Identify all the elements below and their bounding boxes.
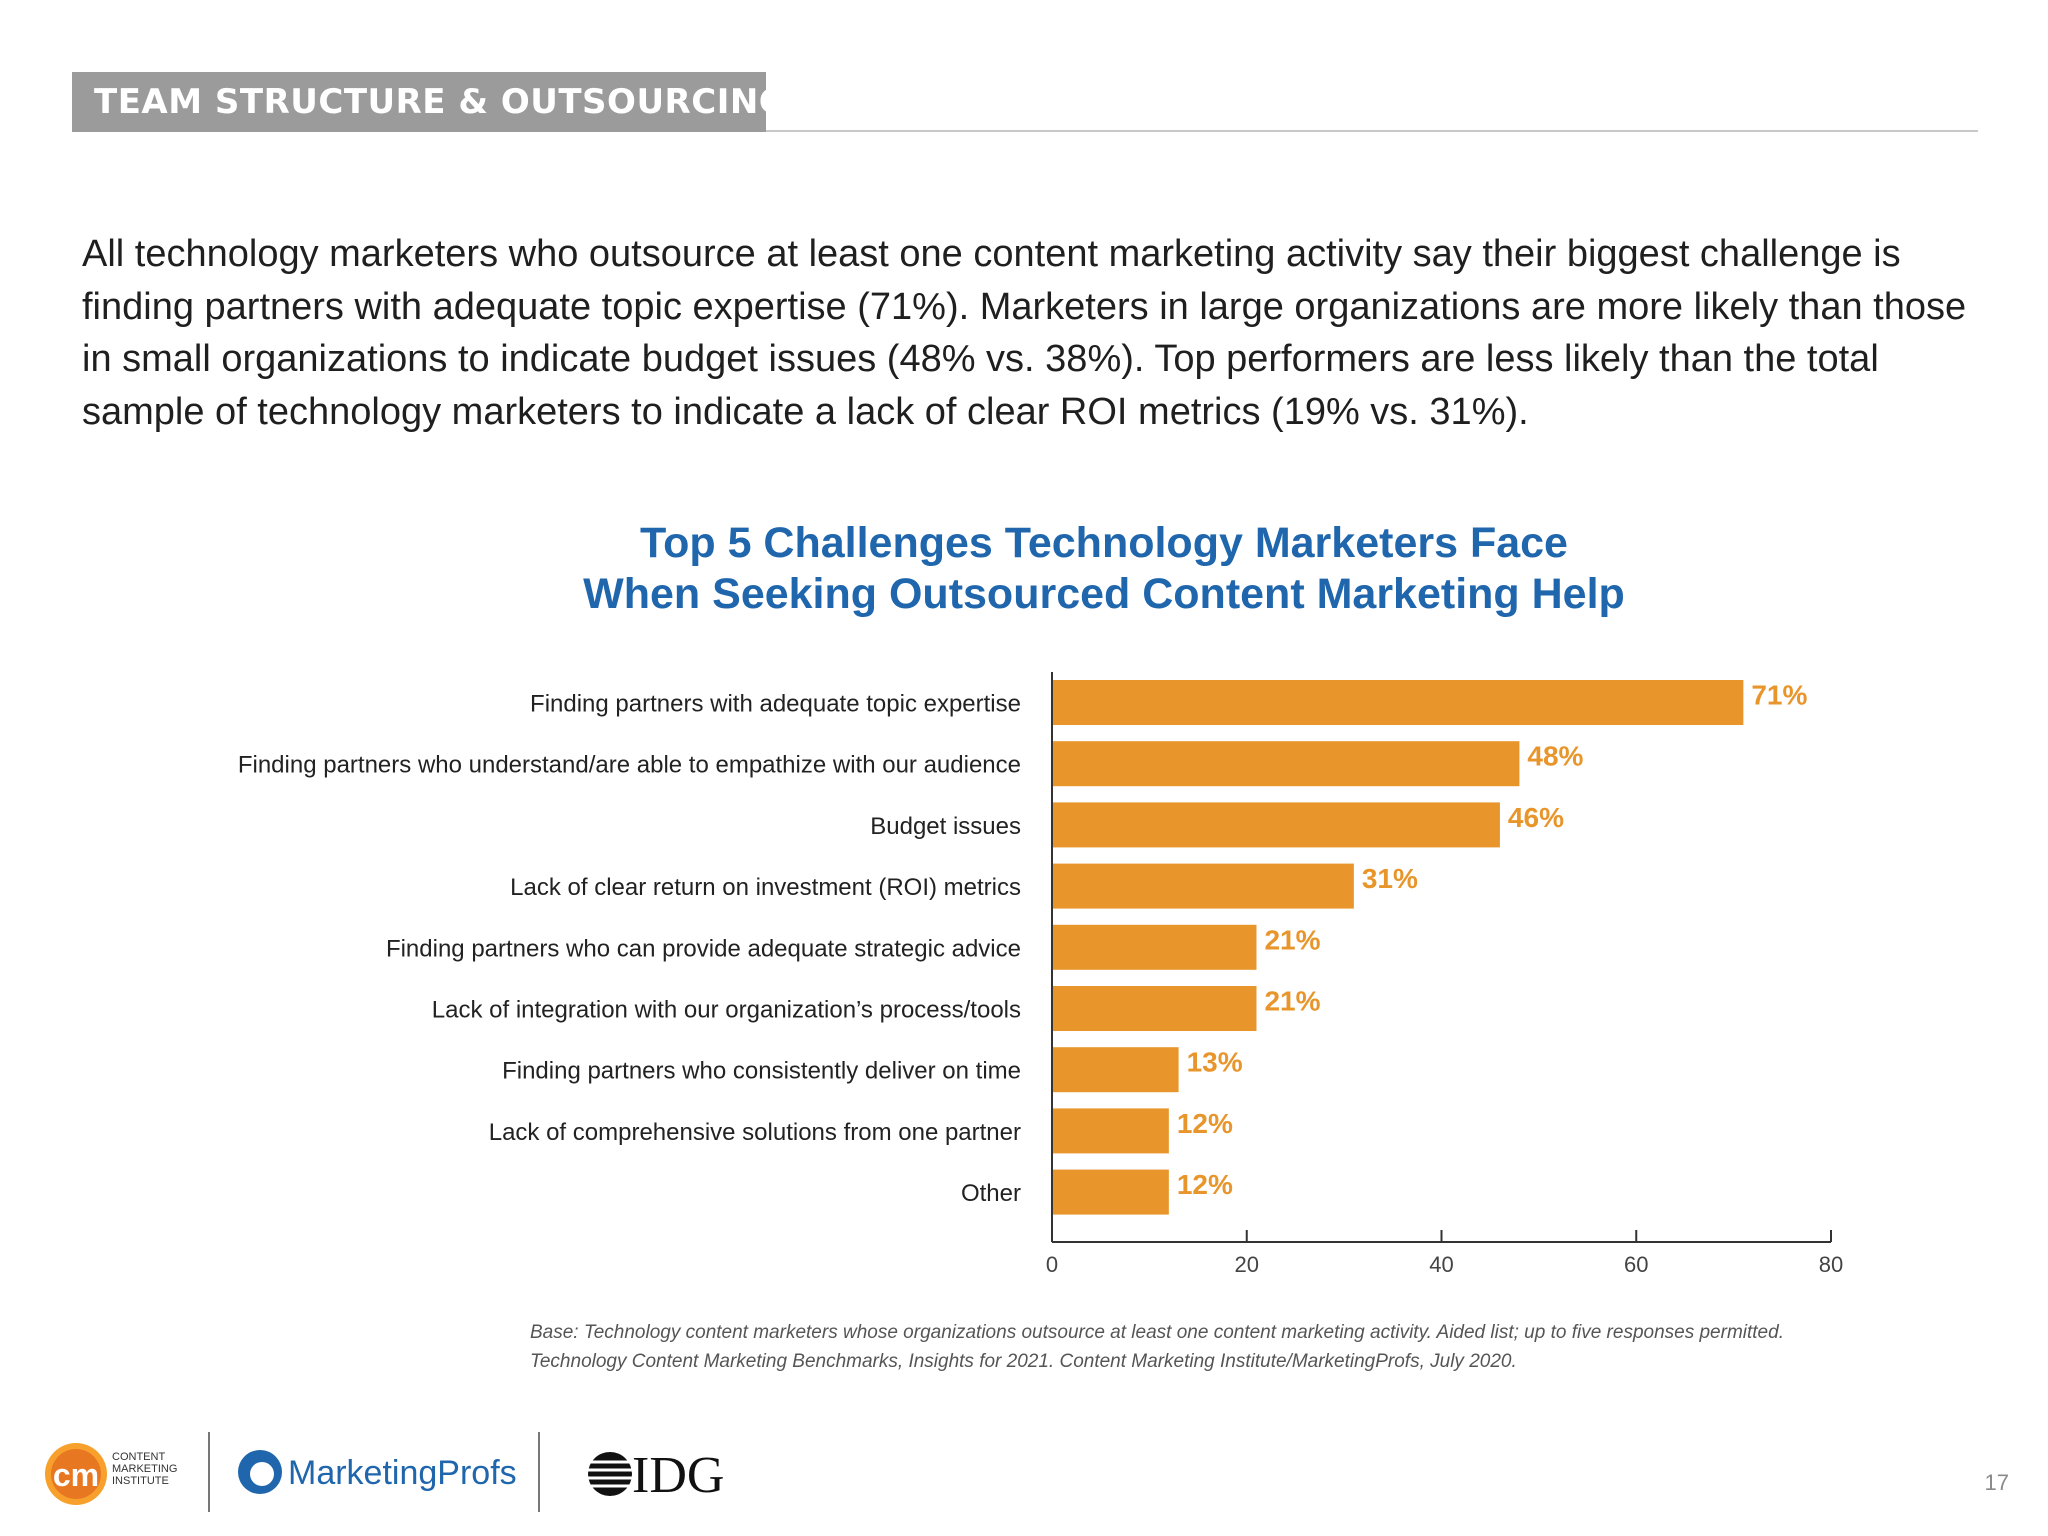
chart-footnote: Base: Technology content marketers whose… bbox=[530, 1318, 1784, 1376]
cmi-logo-word-2: MARKETING bbox=[112, 1463, 177, 1475]
x-tick-label: 0 bbox=[1046, 1252, 1058, 1277]
bar bbox=[1052, 924, 1257, 970]
category-label: Finding partners with adequate topic exp… bbox=[530, 691, 1021, 718]
bar bbox=[1052, 986, 1257, 1031]
cmi-logo-disc bbox=[51, 1449, 101, 1499]
category-label: Finding partners who can provide adequat… bbox=[386, 935, 1021, 962]
marketingprofs-mark-inner bbox=[250, 1462, 274, 1486]
data-label: 31% bbox=[1362, 863, 1418, 894]
chart-subtitle: When Seeking Outsourced Content Marketin… bbox=[583, 570, 1625, 618]
logo-separator bbox=[208, 1432, 210, 1512]
category-label: Finding partners who consistently delive… bbox=[502, 1058, 1021, 1085]
data-label: 21% bbox=[1264, 986, 1320, 1017]
category-label: Other bbox=[961, 1180, 1021, 1207]
idg-globe bbox=[588, 1452, 632, 1496]
logo-strip: cm CONTENT MARKETING INSTITUTE Marketing… bbox=[45, 1443, 724, 1505]
cmi-logo: cm CONTENT MARKETING INSTITUTE bbox=[45, 1443, 177, 1505]
data-label: 48% bbox=[1527, 741, 1583, 772]
data-label: 12% bbox=[1177, 1108, 1233, 1139]
cmi-logo-mark: cm bbox=[53, 1457, 99, 1493]
bar bbox=[1052, 802, 1500, 848]
x-tick-label: 20 bbox=[1235, 1252, 1259, 1277]
footnote-source: Technology Content Marketing Benchmarks,… bbox=[530, 1351, 1517, 1372]
intro-paragraph: All technology marketers who outsource a… bbox=[82, 233, 1967, 433]
idg-logo: IDG bbox=[586, 1447, 724, 1504]
bar bbox=[1052, 680, 1744, 725]
data-label: 12% bbox=[1177, 1169, 1233, 1200]
marketingprofs-logo: MarketingProfs bbox=[238, 1450, 517, 1494]
page-number: 17 bbox=[1984, 1470, 2009, 1495]
footnote-base: Base: Technology content marketers whose… bbox=[530, 1322, 1784, 1343]
bar bbox=[1052, 741, 1520, 787]
x-tick-label: 60 bbox=[1624, 1252, 1648, 1277]
x-tick-label: 40 bbox=[1429, 1252, 1453, 1277]
category-label: Lack of comprehensive solutions from one… bbox=[489, 1119, 1021, 1146]
category-label: Lack of integration with our organizatio… bbox=[432, 997, 1021, 1024]
chart-title: Top 5 Challenges Technology Marketers Fa… bbox=[640, 519, 1568, 567]
data-label: 46% bbox=[1508, 802, 1564, 833]
data-label: 71% bbox=[1751, 680, 1807, 711]
sponsor-logos: cm CONTENT MARKETING INSTITUTE Marketing… bbox=[38, 1428, 798, 1528]
category-label: Budget issues bbox=[870, 813, 1021, 840]
logo-separator bbox=[538, 1432, 540, 1512]
data-label: 13% bbox=[1187, 1047, 1243, 1078]
bar bbox=[1052, 1108, 1169, 1154]
marketingprofs-wordmark: MarketingProfs bbox=[288, 1454, 517, 1492]
section-divider bbox=[766, 130, 1978, 132]
bar-chart: Finding partners with adequate topic exp… bbox=[238, 672, 1843, 1277]
data-label: 21% bbox=[1264, 924, 1320, 955]
cmi-logo-word-3: INSTITUTE bbox=[112, 1475, 169, 1487]
category-label: Lack of clear return on investment (ROI)… bbox=[510, 874, 1021, 901]
idg-globe-lines bbox=[586, 1460, 634, 1488]
bar bbox=[1052, 1047, 1179, 1093]
category-label: Finding partners who understand/are able… bbox=[238, 752, 1021, 779]
idg-wordmark: IDG bbox=[632, 1447, 724, 1504]
cmi-logo-word-1: CONTENT bbox=[112, 1451, 165, 1463]
section-tag: TEAM STRUCTURE & OUTSOURCING bbox=[72, 72, 787, 132]
bar bbox=[1052, 1169, 1169, 1215]
chart-title-block: Top 5 Challenges Technology Marketers Fa… bbox=[0, 518, 2048, 620]
bar bbox=[1052, 863, 1354, 909]
x-tick-label: 80 bbox=[1819, 1252, 1843, 1277]
